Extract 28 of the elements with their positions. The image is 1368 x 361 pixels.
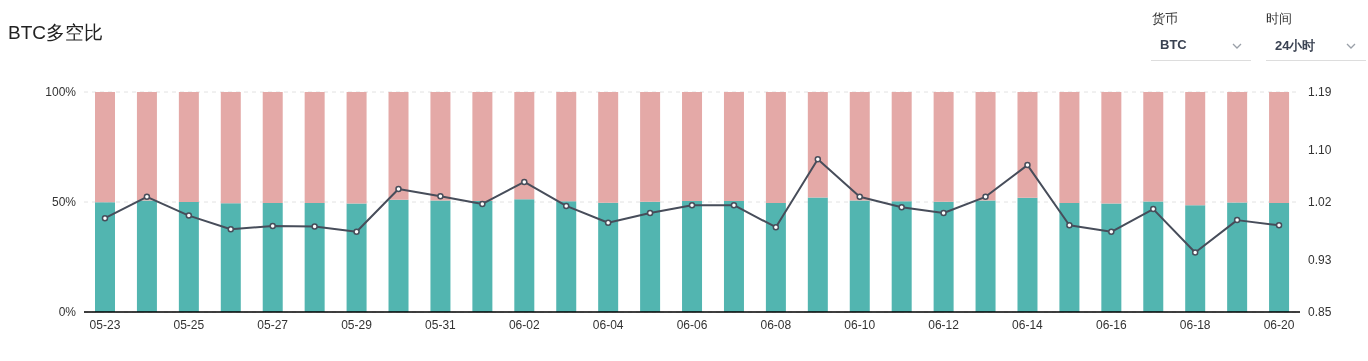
y2-tick-label: 1.10 (1308, 143, 1332, 158)
x-tick-label: 06-06 (676, 317, 708, 332)
y2-tick-label: 1.19 (1308, 85, 1332, 100)
x-tick-label: 05-25 (173, 317, 205, 332)
x-tick-label: 06-16 (1095, 317, 1127, 332)
y2-tick-label: 0.93 (1308, 253, 1332, 268)
x-tick-label: 06-08 (760, 317, 792, 332)
x-tick-label: 06-20 (1263, 317, 1295, 332)
text: 时间 (1266, 10, 1292, 28)
text: 24小时 (1275, 37, 1316, 55)
y-tick-label: 100% (45, 85, 77, 100)
x-tick-label: 05-29 (341, 317, 373, 332)
y2-tick-label: 1.02 (1308, 195, 1332, 210)
x-tick-label: 06-12 (928, 317, 960, 332)
y2-tick-label: 0.85 (1308, 305, 1332, 320)
x-tick-label: 05-31 (425, 317, 457, 332)
x-tick-label: 06-04 (592, 317, 624, 332)
x-tick-label: 05-23 (89, 317, 121, 332)
x-tick-label: 06-18 (1179, 317, 1211, 332)
text: 货币 (1152, 10, 1178, 28)
x-tick-label: 06-02 (508, 317, 540, 332)
y-tick-label: 0% (58, 305, 77, 320)
x-tick-label: 06-14 (1012, 317, 1044, 332)
text: BTC (1160, 37, 1187, 52)
x-tick-label: 06-10 (844, 317, 876, 332)
chart-title: BTC多空比 (8, 21, 103, 45)
y-tick-label: 50% (51, 195, 77, 210)
x-tick-label: 05-27 (257, 317, 289, 332)
